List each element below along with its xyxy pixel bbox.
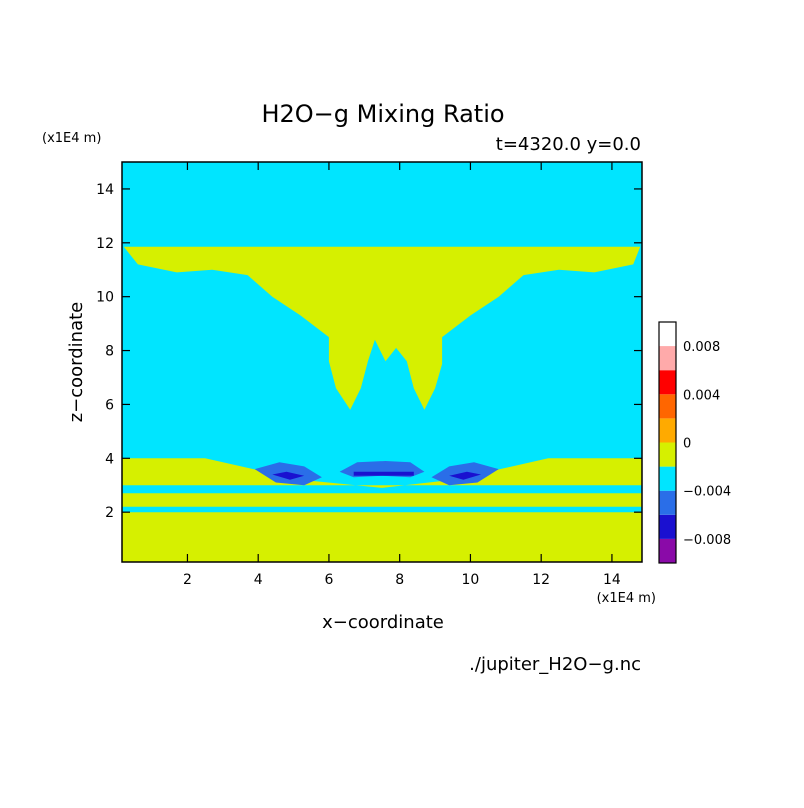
- x-tick-label: 2: [183, 572, 192, 588]
- x-tick-label: 6: [324, 572, 333, 588]
- y-axis-ticks: 2 4 6 8 10 12 14: [96, 182, 642, 521]
- region-right-core: [449, 471, 481, 480]
- colorbar-swatch: [659, 538, 676, 563]
- region-upper-cloud: [123, 246, 641, 410]
- y-axis-label: z−coordinate: [66, 302, 87, 423]
- region-center-core: [353, 471, 414, 476]
- y-tick-label: 10: [96, 290, 114, 306]
- colorbar-tick-label: −0.008: [683, 533, 731, 548]
- plot-frame: [121, 161, 643, 563]
- colorbar-tick-label: 0.008: [683, 340, 720, 355]
- region-lower-left-band: [122, 458, 642, 488]
- region-left-core: [272, 471, 305, 480]
- x-axis-label: x−coordinate: [322, 612, 444, 633]
- colorbar: 0.008 0.004 0 −0.004 −0.008: [658, 321, 731, 564]
- y-tick-label: 14: [96, 182, 114, 198]
- region-ground-band: [122, 512, 642, 562]
- x-unit-label: (x1E4 m): [597, 591, 656, 606]
- colorbar-tick-label: −0.004: [683, 485, 731, 500]
- colorbar-swatch: [659, 370, 676, 395]
- x-tick-label: 14: [603, 572, 621, 588]
- x-tick-label: 12: [532, 572, 550, 588]
- chart-subtitle: t=4320.0 y=0.0: [496, 134, 641, 155]
- colorbar-swatch: [659, 514, 676, 539]
- colorbar-swatch: [659, 346, 676, 371]
- colorbar-swatch: [659, 442, 676, 467]
- x-tick-label: 8: [395, 572, 404, 588]
- colorbar-swatch: [659, 418, 676, 443]
- colorbar-swatch: [659, 490, 676, 515]
- colorbar-frame: [658, 321, 677, 564]
- x-tick-label: 10: [462, 572, 480, 588]
- y-tick-label: 4: [105, 451, 114, 467]
- colorbar-tick-label: 0: [683, 437, 691, 452]
- y-tick-label: 12: [96, 236, 114, 252]
- x-axis-ticks: 2 4 6 8 10 12 14: [183, 162, 621, 588]
- colorbar-swatch: [659, 394, 676, 419]
- x-tick-label: 4: [254, 572, 263, 588]
- contour-regions: [122, 246, 642, 562]
- region-mid-band: [122, 493, 642, 507]
- colorbar-tick-label: 0.004: [683, 388, 720, 403]
- y-tick-label: 2: [105, 505, 114, 521]
- y-unit-label: (x1E4 m): [42, 131, 101, 146]
- chart-title: H2O−g Mixing Ratio: [261, 100, 504, 128]
- source-filename: ./jupiter_H2O−g.nc: [469, 654, 641, 675]
- y-tick-label: 8: [105, 344, 114, 360]
- colorbar-swatch: [659, 466, 676, 491]
- y-tick-label: 6: [105, 397, 114, 413]
